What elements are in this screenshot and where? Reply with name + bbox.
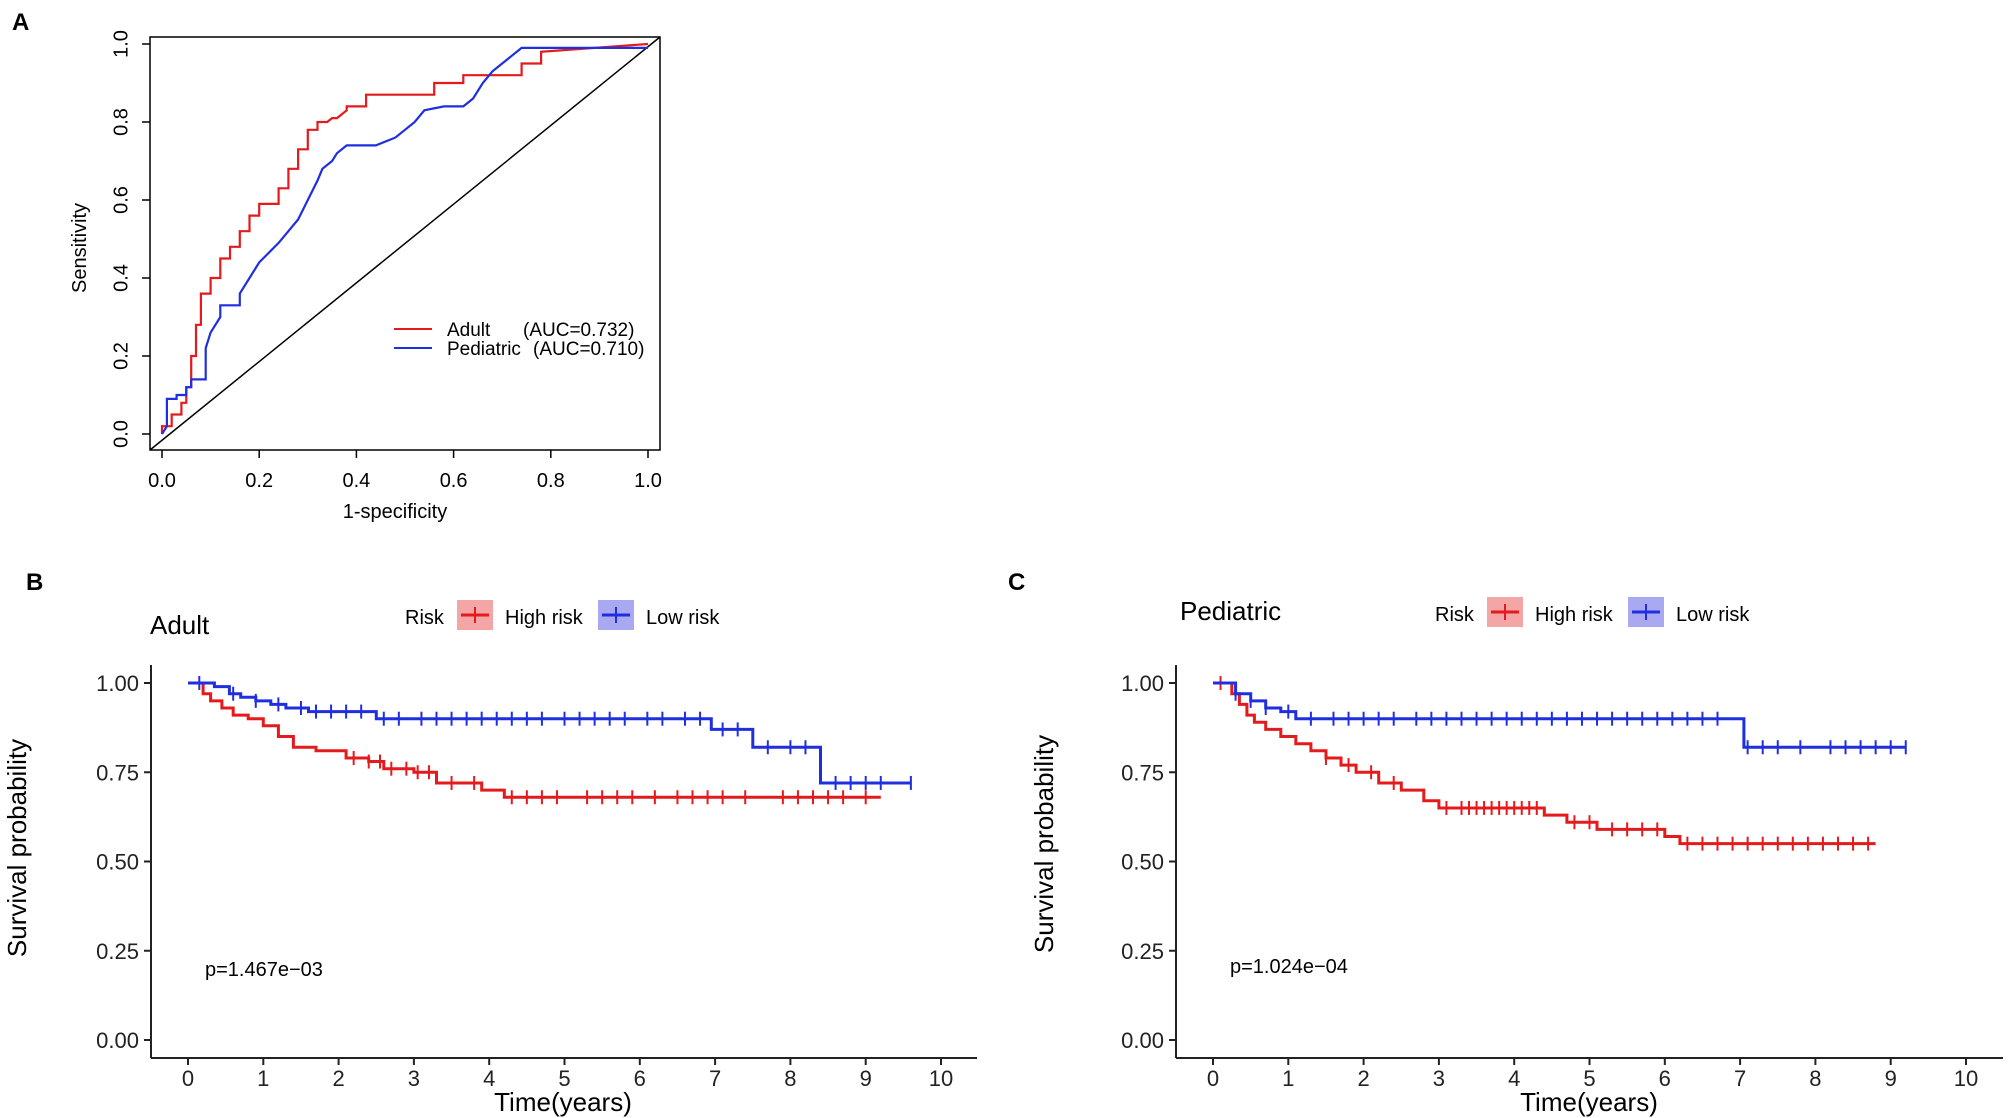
km-x-tick-label: 10	[929, 1066, 953, 1091]
km-pediatric-curves	[1213, 676, 1907, 851]
km-y-tick-label: 0.00	[1121, 1028, 1164, 1053]
roc-y-tick-label: 0.4	[110, 264, 132, 292]
roc-x-axis-label: 1-specificity	[343, 501, 447, 523]
km-y-tick-label: 1.00	[1121, 671, 1164, 696]
km-x-tick-label: 8	[784, 1066, 796, 1091]
km-y-tick-label: 0.75	[1121, 760, 1164, 785]
roc-y-axis-label: Sensitivity	[69, 203, 91, 293]
legend-auc-pediatric: (AUC=0.710)	[533, 339, 644, 360]
panel-letter-a: A	[12, 9, 29, 36]
km-x-tick-label: 6	[634, 1066, 646, 1091]
km-x-tick-label: 4	[483, 1066, 495, 1091]
roc-x-tick-label: 0.2	[245, 470, 273, 492]
km-y-tick-label: 0.00	[96, 1028, 139, 1053]
km-adult-y-axis: 0.00 0.25 0.50 0.75 1.00	[96, 671, 151, 1053]
km-x-tick-label: 2	[332, 1066, 344, 1091]
km-x-tick-label: 6	[1659, 1066, 1671, 1091]
km-x-tick-label: 10	[1954, 1066, 1978, 1091]
roc-curve-pediatric	[161, 46, 648, 435]
km-x-tick-label: 3	[408, 1066, 420, 1091]
roc-reference-diagonal	[149, 36, 661, 451]
legend-auc-adult: (AUC=0.732)	[523, 320, 634, 341]
km-pediatric-x-axis: 0 1 2 3 4 5 6 7 8 9 10	[1207, 1058, 1978, 1091]
panel-c: C Pediatric Risk High risk Low risk 0.00…	[1008, 569, 2003, 1117]
km-adult-curves	[188, 676, 912, 805]
roc-legend: Adult (AUC=0.732) Pediatric (AUC=0.710)	[394, 320, 644, 360]
km-y-tick-label: 0.25	[96, 939, 139, 964]
roc-x-tick-label: 1.0	[634, 470, 662, 492]
km-x-tick-label: 0	[182, 1066, 194, 1091]
roc-curve-adult	[160, 42, 649, 434]
km-adult-legend: Risk High risk Low risk	[405, 600, 720, 630]
km-x-tick-label: 0	[1207, 1066, 1219, 1091]
km-x-tick-label: 1	[1282, 1066, 1294, 1091]
km-pediatric-y-axis: 0.00 0.25 0.50 0.75 1.00	[1121, 671, 1176, 1053]
km-x-tick-label: 1	[257, 1066, 269, 1091]
km-adult-x-axis-label: Time(years)	[494, 1087, 632, 1117]
km-pediatric-title: Pediatric	[1180, 596, 1281, 626]
km-x-tick-label: 7	[1734, 1066, 1746, 1091]
legend-title-risk-c: Risk	[1435, 604, 1475, 626]
panel-letter-b: B	[26, 569, 43, 596]
km-pediatric-legend: Risk High risk Low risk	[1435, 597, 1750, 627]
km-x-tick-label: 8	[1809, 1066, 1821, 1091]
legend-label-high-risk: High risk	[505, 607, 584, 629]
km-pediatric-p-value: p=1.024e−04	[1230, 956, 1348, 978]
roc-plot-frame	[149, 36, 661, 451]
km-x-tick-label: 7	[709, 1066, 721, 1091]
panel-letter-c: C	[1008, 569, 1025, 596]
km-y-tick-label: 1.00	[96, 671, 139, 696]
km-pediatric-x-axis-label: Time(years)	[1520, 1087, 1658, 1117]
km-curve-high-risk	[1213, 681, 1876, 846]
km-adult-y-axis-label: Survival probability	[2, 739, 32, 957]
legend-label-low-risk: Low risk	[646, 607, 720, 629]
roc-y-tick-label: 0.0	[110, 420, 132, 448]
legend-label-low-risk-c: Low risk	[1676, 604, 1750, 626]
km-curve-low-risk	[188, 681, 911, 785]
legend-title-risk: Risk	[405, 607, 445, 629]
km-x-tick-label: 5	[1583, 1066, 1595, 1091]
roc-x-tick-label: 0.0	[148, 470, 176, 492]
km-x-tick-label: 4	[1508, 1066, 1520, 1091]
roc-y-axis: 0.0 0.2 0.4 0.6 0.8 1.0	[110, 30, 150, 448]
km-x-tick-label: 3	[1433, 1066, 1445, 1091]
km-curve-low-risk	[1213, 681, 1906, 749]
roc-x-tick-label: 0.6	[440, 470, 468, 492]
km-x-tick-label: 5	[558, 1066, 570, 1091]
km-y-tick-label: 0.25	[1121, 939, 1164, 964]
km-x-tick-label: 9	[1885, 1066, 1897, 1091]
legend-label-adult: Adult	[447, 320, 491, 341]
km-x-tick-label: 2	[1357, 1066, 1369, 1091]
km-y-tick-label: 0.50	[96, 850, 139, 875]
roc-x-axis: 0.0 0.2 0.4 0.6 0.8 1.0	[148, 450, 662, 492]
km-curve-high-risk	[188, 681, 881, 799]
km-y-tick-label: 0.75	[96, 760, 139, 785]
panel-b: B Adult Risk High risk Low risk 0.00 0.25…	[2, 569, 977, 1117]
km-adult-x-axis: 0 1 2 3 4 5 6 7 8 9 10	[182, 1058, 953, 1091]
km-adult-title: Adult	[150, 610, 210, 640]
roc-y-tick-label: 0.6	[110, 186, 132, 214]
km-x-tick-label: 9	[860, 1066, 872, 1091]
legend-label-high-risk-c: High risk	[1535, 604, 1614, 626]
km-y-tick-label: 0.50	[1121, 850, 1164, 875]
roc-y-tick-label: 1.0	[110, 30, 132, 58]
roc-y-tick-label: 0.2	[110, 342, 132, 370]
km-pediatric-y-axis-label: Survival probability	[1029, 735, 1059, 953]
legend-label-pediatric: Pediatric	[447, 339, 521, 360]
roc-x-tick-label: 0.4	[342, 470, 370, 492]
roc-y-tick-label: 0.8	[110, 108, 132, 136]
panel-a: A 0.00.20.40.60.81.0 0.0 0.2 0.4 0.6 0.8 1.0 …	[12, 9, 662, 523]
km-adult-p-value: p=1.467e−03	[205, 959, 323, 981]
roc-x-tick-label: 0.8	[537, 470, 565, 492]
